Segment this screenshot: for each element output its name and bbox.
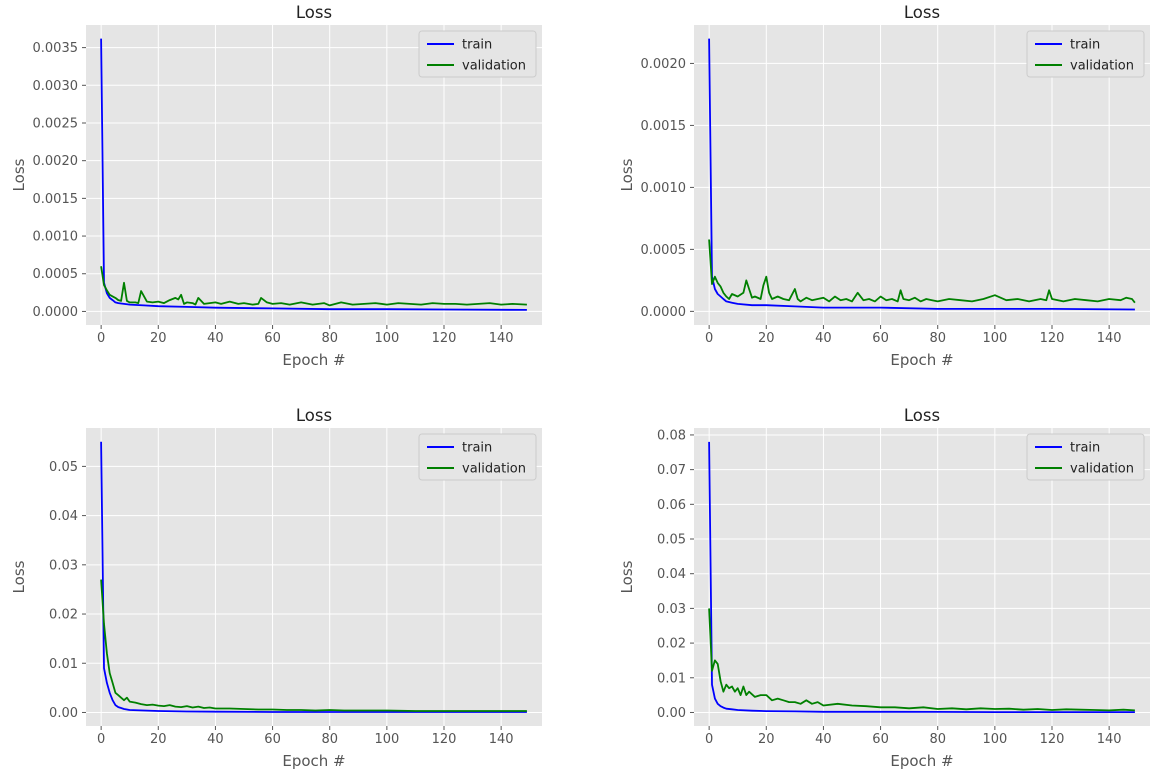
legend: train validation	[1026, 433, 1145, 481]
series-line-train	[708, 441, 1135, 713]
y-tick-label: 0.05	[657, 533, 686, 548]
x-tick-label: 20	[758, 331, 775, 346]
x-axis-label: Epoch #	[282, 752, 345, 770]
y-tick-label: 0.01	[657, 671, 686, 686]
y-axis-label: Loss	[618, 158, 636, 191]
y-tick-label: 0.04	[49, 509, 78, 524]
legend-entry-train: train	[462, 38, 492, 53]
y-tick-label: 0.0010	[641, 181, 687, 196]
x-tick-label: 100	[374, 732, 399, 747]
x-axis-label: Epoch #	[282, 351, 345, 369]
legend-entry-train: train	[462, 441, 492, 456]
y-tick-label: 0.06	[657, 498, 686, 513]
chart-title: Loss	[296, 3, 332, 22]
y-tick-label: 0.00	[49, 706, 78, 721]
y-tick-label: 0.0020	[33, 154, 79, 169]
y-tick-label: 0.04	[657, 567, 686, 582]
y-axis-label: Loss	[618, 560, 636, 593]
y-tick-label: 0.0025	[33, 116, 79, 131]
x-tick-label: 80	[321, 331, 338, 346]
x-tick-label: 0	[705, 732, 713, 747]
x-tick-label: 20	[150, 732, 167, 747]
chart-title: Loss	[904, 406, 940, 425]
x-tick-label: 120	[432, 331, 457, 346]
x-tick-label: 80	[321, 732, 338, 747]
y-tick-label: 0.01	[49, 657, 78, 672]
y-tick-label: 0.03	[657, 602, 686, 617]
legend-entry-validation: validation	[1070, 59, 1134, 74]
series-line-validation	[708, 239, 1136, 304]
x-tick-label: 40	[207, 331, 224, 346]
x-tick-label: 80	[929, 732, 946, 747]
x-tick-label: 60	[264, 732, 281, 747]
x-tick-label: 20	[758, 732, 775, 747]
x-tick-label: 80	[929, 331, 946, 346]
x-tick-label: 120	[1040, 331, 1065, 346]
y-tick-label: 0.05	[49, 460, 78, 475]
series-line-validation	[100, 266, 527, 307]
x-tick-label: 140	[489, 331, 514, 346]
x-tick-label: 100	[374, 331, 399, 346]
y-tick-label: 0.08	[657, 428, 686, 443]
legend: train validation	[418, 30, 537, 78]
series-line-train	[100, 38, 527, 311]
chart-title: Loss	[296, 406, 332, 425]
series-line-validation	[708, 608, 1135, 712]
x-tick-label: 100	[982, 732, 1007, 747]
x-tick-label: 0	[97, 732, 105, 747]
legend-entry-validation: validation	[462, 59, 526, 74]
y-tick-label: 0.00	[657, 706, 686, 721]
x-axis-label: Epoch #	[890, 351, 953, 369]
legend: train validation	[1026, 30, 1145, 78]
y-tick-label: 0.0000	[641, 305, 687, 320]
y-axis-label: Loss	[10, 560, 28, 593]
x-tick-label: 40	[207, 732, 224, 747]
x-tick-label: 60	[872, 331, 889, 346]
y-tick-label: 0.0030	[33, 79, 79, 94]
y-tick-label: 0.02	[657, 637, 686, 652]
y-tick-label: 0.0035	[33, 41, 79, 56]
legend-entry-train: train	[1070, 441, 1100, 456]
legend: train validation	[418, 433, 537, 481]
x-tick-label: 0	[705, 331, 713, 346]
chart-panel-1: 0 20 40 60 80 100 120 140 0.0000 0.0005 0.0010 0.00…	[10, 3, 542, 369]
x-tick-label: 60	[872, 732, 889, 747]
chart-panel-4: 0 20 40 60 80 100 120 140 0.00 0.01 0.02 0.03 0.04 0.…	[618, 406, 1150, 770]
chart-panel-2: 0 20 40 60 80 100 120 140 0.0000 0.0005 0.0010 0.00…	[618, 3, 1150, 369]
y-tick-label: 0.0015	[33, 192, 79, 207]
series-line-train	[100, 441, 527, 713]
x-tick-label: 120	[432, 732, 457, 747]
chart-panel-3: 0 20 40 60 80 100 120 140 0.00 0.01 0.02 0.03 0.04 0.…	[10, 406, 542, 770]
series-line-train	[708, 38, 1135, 311]
x-axis-label: Epoch #	[890, 752, 953, 770]
y-tick-label: 0.0020	[641, 57, 687, 72]
y-axis-label: Loss	[10, 158, 28, 191]
y-tick-label: 0.0005	[641, 243, 687, 258]
x-tick-label: 40	[815, 331, 832, 346]
y-tick-label: 0.02	[49, 608, 78, 623]
y-tick-label: 0.0015	[641, 119, 687, 134]
x-tick-label: 140	[1097, 732, 1122, 747]
legend-entry-train: train	[1070, 38, 1100, 53]
x-tick-label: 100	[982, 331, 1007, 346]
x-tick-label: 40	[815, 732, 832, 747]
y-tick-label: 0.07	[657, 463, 686, 478]
x-tick-label: 60	[264, 331, 281, 346]
y-tick-label: 0.03	[49, 558, 78, 573]
x-tick-label: 140	[489, 732, 514, 747]
x-tick-label: 20	[150, 331, 167, 346]
x-tick-label: 140	[1097, 331, 1122, 346]
legend-entry-validation: validation	[1070, 462, 1134, 477]
series-line-validation	[100, 579, 527, 712]
chart-title: Loss	[904, 3, 940, 22]
legend-entry-validation: validation	[462, 462, 526, 477]
x-tick-label: 120	[1040, 732, 1065, 747]
y-tick-label: 0.0010	[33, 230, 79, 245]
y-tick-label: 0.0000	[33, 305, 79, 320]
y-tick-label: 0.0005	[33, 267, 79, 282]
x-tick-label: 0	[97, 331, 105, 346]
